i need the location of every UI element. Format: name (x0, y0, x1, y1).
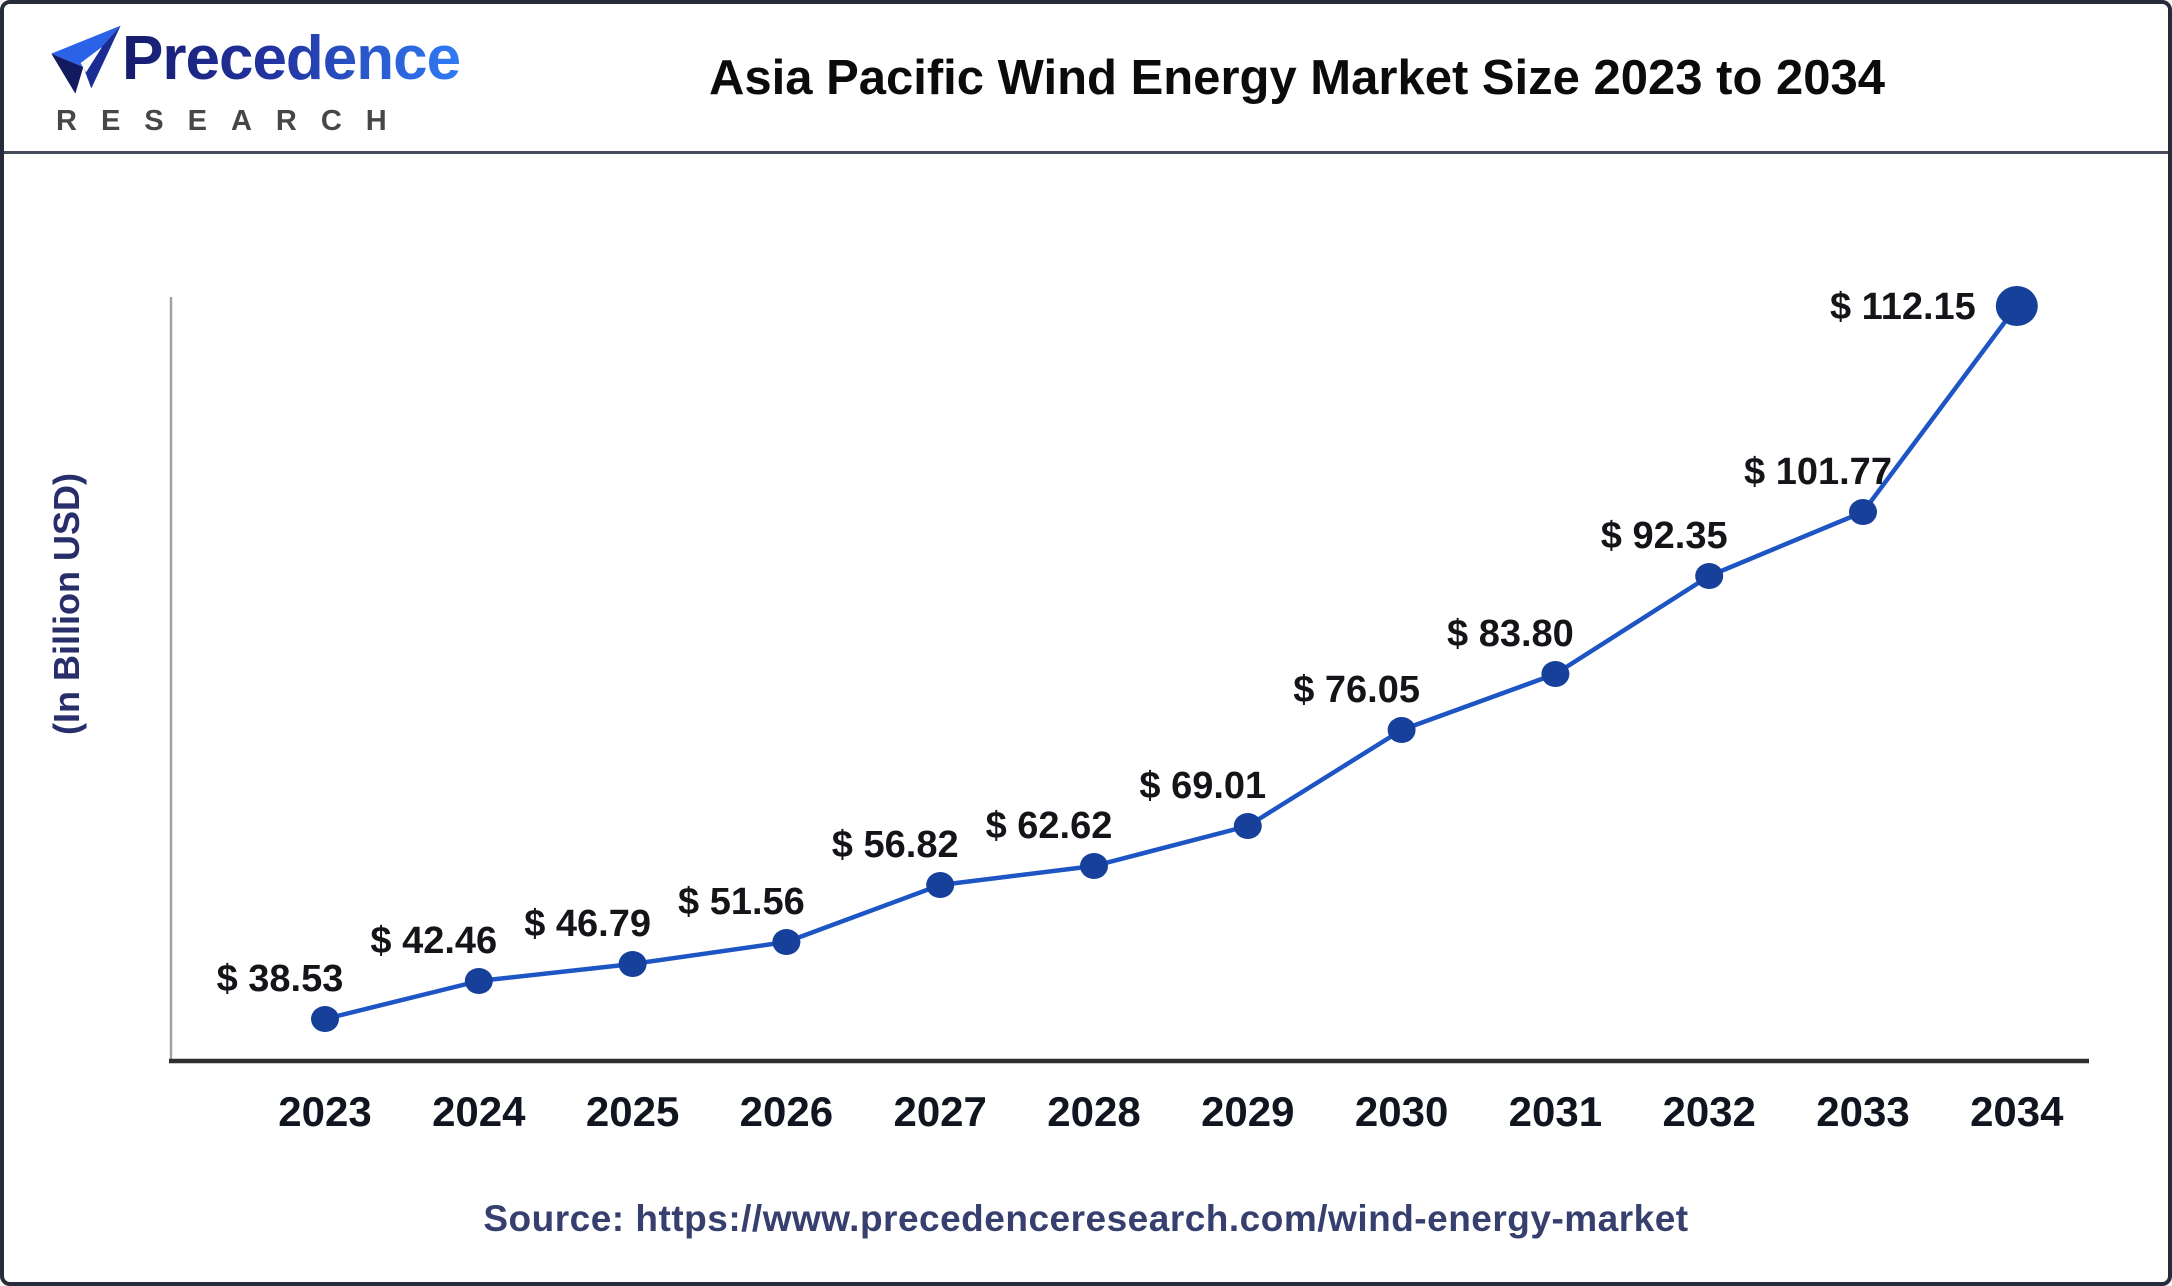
paper-plane-icon (51, 25, 121, 94)
value-label-2024: $ 42.46 (370, 920, 497, 962)
data-point-2024 (464, 968, 493, 994)
trend-line (324, 304, 2019, 1022)
data-point-2027 (926, 872, 955, 898)
source-attribution: Source: https://www.precedenceresearch.c… (483, 1198, 1689, 1239)
chart-title: Asia Pacific Wind Energy Market Size 202… (708, 50, 1886, 105)
value-label-2025: $ 46.79 (524, 903, 651, 945)
data-point-2031 (1541, 661, 1570, 687)
data-point-2028 (1080, 853, 1108, 879)
brand-logo: Precedence RESEARCH (46, 19, 466, 136)
data-point-2030 (1387, 717, 1416, 743)
brand-name: Precedence (122, 24, 461, 93)
value-label-2033: $ 101.77 (1744, 451, 1892, 493)
value-label-2032: $ 92.35 (1601, 515, 1728, 557)
x-tick-2023: 2023 (278, 1088, 371, 1135)
value-label-2030: $ 76.05 (1293, 669, 1420, 711)
value-label-2034: $ 112.15 (1830, 286, 1976, 328)
value-label-2028: $ 62.62 (986, 805, 1113, 847)
brand-subtitle: RESEARCH (56, 105, 411, 137)
data-point-2033 (1849, 499, 1877, 525)
x-tick-2025: 2025 (586, 1088, 679, 1135)
value-label-2023: $ 38.53 (217, 958, 344, 1000)
value-label-2029: $ 69.01 (1139, 765, 1266, 807)
data-point-2032 (1695, 563, 1724, 589)
data-point-2023 (311, 1006, 339, 1032)
value-label-2026: $ 51.56 (678, 881, 805, 923)
x-tick-2029: 2029 (1201, 1088, 1294, 1135)
x-tick-2027: 2027 (893, 1088, 986, 1135)
header-bar: Precedence RESEARCH Asia Pacific Wind En… (4, 4, 2168, 154)
x-tick-2024: 2024 (432, 1088, 526, 1135)
value-label-2031: $ 83.80 (1447, 613, 1574, 655)
x-tick-2031: 2031 (1509, 1088, 1602, 1135)
data-point-2025 (618, 951, 647, 977)
x-tick-2032: 2032 (1662, 1088, 1755, 1135)
x-tick-2028: 2028 (1047, 1088, 1140, 1135)
y-axis-title: (In Billion USD) (46, 473, 87, 735)
x-tick-2033: 2033 (1816, 1088, 1909, 1135)
x-tick-2030: 2030 (1355, 1088, 1448, 1135)
data-point-2026 (772, 929, 801, 955)
line-chart: (In Billion USD) $ 38.53 2023 $ 42.46 2024 $… (46, 286, 2089, 1135)
data-point-2034 (1995, 286, 2038, 326)
x-tick-2034: 2034 (1970, 1088, 2064, 1135)
data-point-2029 (1233, 813, 1262, 839)
value-label-2027: $ 56.82 (832, 824, 959, 866)
x-tick-2026: 2026 (740, 1088, 833, 1135)
